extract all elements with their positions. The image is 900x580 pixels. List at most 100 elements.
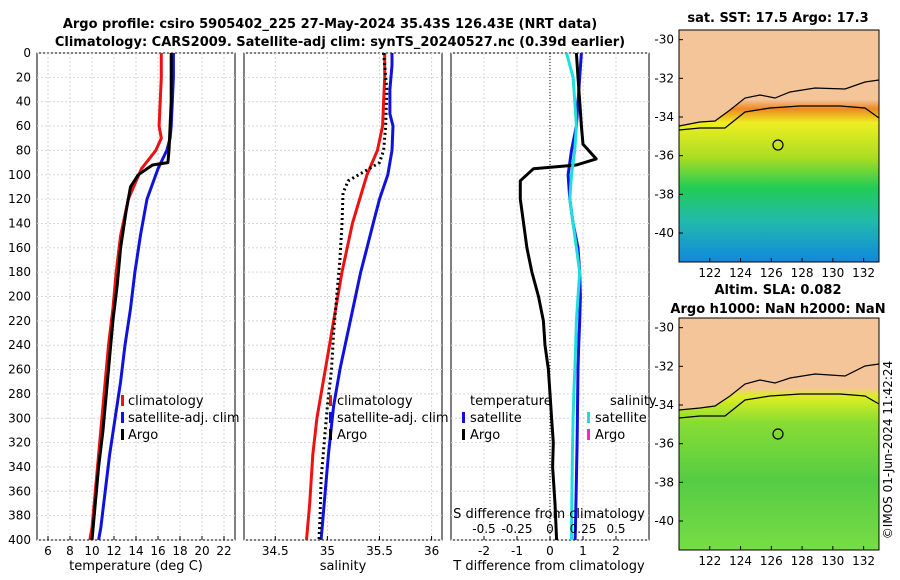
difference-series [518,52,598,541]
legend-swatch-satellite [329,412,332,423]
y-tick-label: 200 [8,290,31,304]
y-tick-label: 20 [16,70,31,84]
x-tick-label: 8 [66,544,74,558]
x-tick-label: 18 [172,544,187,558]
x-tick-label: 20 [194,544,209,558]
lon-tick-label: 128 [791,554,814,568]
x-tick-label: -1 [511,544,523,558]
lat-tick-label: -30 [654,321,674,335]
sst-map-title: sat. SST: 17.5 Argo: 17.3 [687,11,868,26]
legend-label-s-argo: Argo [595,428,625,443]
lat-tick-label: -40 [654,226,674,240]
x-tick-label: 35.5 [366,544,393,558]
sla-map-title-line2: Argo h1000: NaN h2000: NaN [670,302,885,317]
lon-tick-label: 124 [729,554,752,568]
series-line [317,52,389,541]
legend-label-temperature: temperature [470,394,552,409]
y-tick-label: 80 [16,143,31,157]
lat-tick-label: -38 [654,187,674,201]
legend-label-climatology: climatology [337,394,413,409]
sst-coastline [678,79,880,127]
series-line [319,53,395,541]
temperature-x-ticks: 6 8 10 12 14 16 18 20 22 [44,536,232,558]
t-difference-x-ticks: -2 -1 0 1 2 [478,536,620,558]
y-tick-label: 280 [8,387,31,401]
x-tick-label: 35 [320,544,335,558]
sst-argo-marker [772,139,784,151]
x-tick-label: 6 [44,544,52,558]
legend-label-argo: Argo [128,428,158,443]
salinity-legend: climatology satellite-adj. clim Argo [329,394,449,443]
lon-tick-label: 122 [698,266,721,280]
y-tick-label: 300 [8,411,31,425]
sla-land-mass [679,318,879,410]
series-line [565,52,582,541]
y-tick-label: 320 [8,436,31,450]
sla-coastline [678,363,880,411]
series-line [518,52,598,541]
y-tick-label: 100 [8,168,31,182]
legend-label-s-satellite: satellite [595,411,647,426]
x-tick-label: 36 [424,544,439,558]
lon-tick-label: 124 [729,266,752,280]
legend-label-satellite: satellite-adj. clim [337,411,449,426]
difference-panel: -2 -1 0 1 2 -0.5 -0.25 0 0.25 0.5 S difference f… [450,52,657,574]
sla-lat-ticks: -30 -32 -34 -36 -38 -40 [654,321,683,528]
sst-map-panel: sat. SST: 17.5 Argo: 17.3 122 124 126 128 13… [654,11,880,280]
x-tick-label: 2 [612,544,620,558]
legend-label-t-satellite: satellite [470,411,522,426]
y-tick-label: 0 [23,46,31,60]
legend-swatch-argo [121,429,124,440]
sla-map-frame [678,317,880,551]
difference-legend: temperature satellite Argo salinity sate… [462,394,657,443]
x-tick-label: 0 [546,544,554,558]
legend-swatch-climatology [121,395,124,406]
temperature-legend: climatology satellite-adj. clim Argo [121,394,240,443]
lon-tick-label: 122 [698,554,721,568]
legend-swatch-climatology [329,395,332,406]
legend-swatch-t-argo [462,429,465,440]
y-tick-label: 400 [8,533,31,547]
y-tick-label: 260 [8,363,31,377]
depth-y-ticks: 0 20 40 60 80 100 120 140 160 180 200 220 240 260 280 3… [8,46,31,547]
sla-map-title-line1: Altim. SLA: 0.082 [715,283,842,298]
x-tick-label: 34.5 [262,544,289,558]
series-line [305,53,387,541]
t-difference-xlabel: T difference from climatology [452,559,645,574]
sst-lon-ticks: 122 124 126 128 130 132 [698,258,875,280]
x-tick-label: 22 [216,544,231,558]
lat-tick-label: -34 [654,110,674,124]
sla-lon-ticks: 122 124 126 128 130 132 [698,546,875,568]
s-tick-label: -0.25 [501,522,532,536]
lat-tick-label: -38 [654,475,674,489]
legend-label-climatology: climatology [128,394,204,409]
y-tick-label: 220 [8,314,31,328]
lon-tick-label: 132 [852,266,875,280]
y-tick-label: 140 [8,216,31,230]
s-difference-label: S difference from climatology [453,507,645,522]
sla-map-panel: Altim. SLA: 0.082 Argo h1000: NaN h2000:… [654,283,885,568]
y-tick-label: 360 [8,484,31,498]
temperature-series [88,53,175,541]
x-tick-label: 12 [106,544,121,558]
legend-label-argo: Argo [337,428,367,443]
s-difference-ticks: -0.5 -0.25 0 0.25 0.5 [472,522,625,536]
y-tick-label: 60 [16,119,31,133]
y-tick-label: 340 [8,460,31,474]
temperature-panel: 6 8 10 12 14 16 18 20 22 0 20 40 60 80 100 120 140 160 18… [8,46,240,574]
lat-tick-label: -30 [654,33,674,47]
lon-tick-label: 130 [821,554,844,568]
lon-tick-label: 130 [821,266,844,280]
lat-tick-label: -32 [654,71,674,85]
sst-bathymetry-contour [678,105,880,131]
lon-tick-label: 128 [791,266,814,280]
x-tick-label: 1 [579,544,587,558]
s-tick-label: 0 [546,522,554,536]
legend-label-t-argo: Argo [470,428,500,443]
x-tick-label: -2 [478,544,490,558]
y-tick-label: 380 [8,509,31,523]
lat-tick-label: -36 [654,149,674,163]
y-tick-label: 160 [8,241,31,255]
legend-swatch-s-argo [587,429,590,440]
